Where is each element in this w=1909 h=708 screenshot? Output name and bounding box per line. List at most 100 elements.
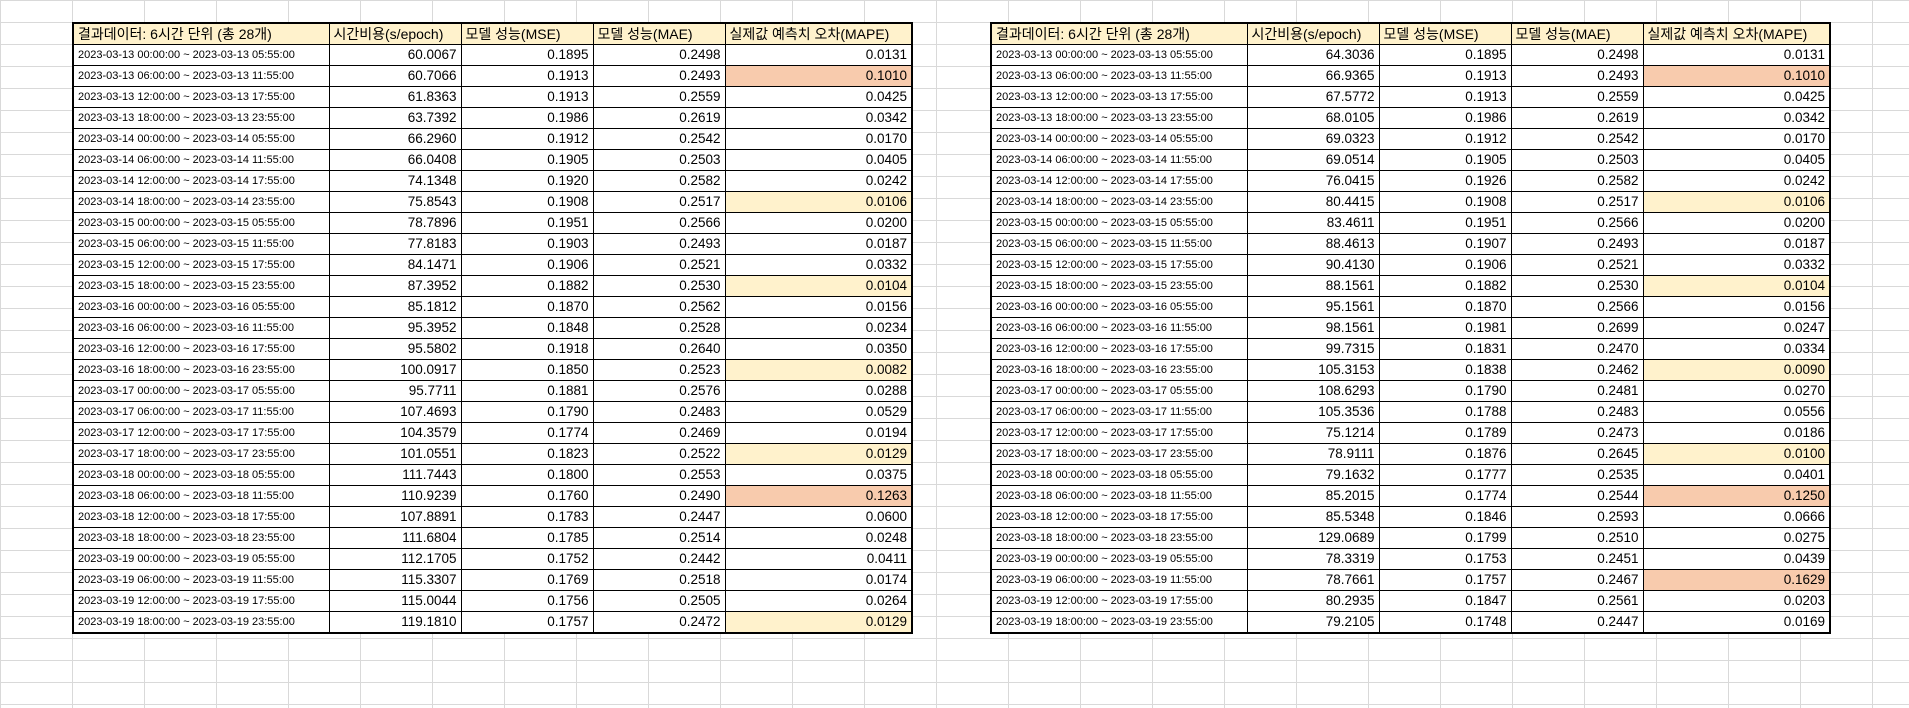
cell-time-cost[interactable]: 105.3153 (1246, 359, 1380, 381)
cell-time-cost[interactable]: 111.7443 (328, 464, 462, 486)
cell-mape[interactable]: 0.0104 (1642, 275, 1831, 297)
cell-mae[interactable]: 0.2528 (592, 317, 726, 339)
cell-mae[interactable]: 0.2514 (592, 527, 726, 549)
cell-period[interactable]: 2023-03-17 12:00:00 ~ 2023-03-17 17:55:0… (72, 422, 330, 444)
cell-time-cost[interactable]: 115.0044 (328, 590, 462, 612)
cell-mse[interactable]: 0.1799 (1378, 527, 1512, 549)
cell-mse[interactable]: 0.1831 (1378, 338, 1512, 360)
cell-mae[interactable]: 0.2503 (1510, 149, 1644, 171)
cell-mape[interactable]: 0.0200 (724, 212, 913, 234)
cell-mape[interactable]: 0.0556 (1642, 401, 1831, 423)
cell-mse[interactable]: 0.1774 (460, 422, 594, 444)
cell-period[interactable]: 2023-03-14 12:00:00 ~ 2023-03-14 17:55:0… (72, 170, 330, 192)
cell-mape[interactable]: 0.0264 (724, 590, 913, 612)
cell-time-cost[interactable]: 67.5772 (1246, 86, 1380, 108)
cell-mae[interactable]: 0.2561 (1510, 590, 1644, 612)
cell-mae[interactable]: 0.2559 (592, 86, 726, 108)
header-mae[interactable]: 모델 성능(MAE) (1510, 22, 1644, 45)
cell-mape[interactable]: 0.0156 (724, 296, 913, 318)
cell-time-cost[interactable]: 101.0551 (328, 443, 462, 465)
cell-mae[interactable]: 0.2517 (1510, 191, 1644, 213)
cell-period[interactable]: 2023-03-19 00:00:00 ~ 2023-03-19 05:55:0… (990, 548, 1248, 570)
cell-mae[interactable]: 0.2530 (592, 275, 726, 297)
cell-mse[interactable]: 0.1881 (460, 380, 594, 402)
cell-mape[interactable]: 0.0106 (1642, 191, 1831, 213)
cell-time-cost[interactable]: 119.1810 (328, 611, 462, 634)
cell-mse[interactable]: 0.1790 (460, 401, 594, 423)
cell-mse[interactable]: 0.1777 (1378, 464, 1512, 486)
cell-mae[interactable]: 0.2498 (1510, 44, 1644, 66)
cell-mae[interactable]: 0.2593 (1510, 506, 1644, 528)
cell-mse[interactable]: 0.1760 (460, 485, 594, 507)
cell-mape[interactable]: 0.0411 (724, 548, 913, 570)
cell-mse[interactable]: 0.1906 (460, 254, 594, 276)
cell-period[interactable]: 2023-03-16 18:00:00 ~ 2023-03-16 23:55:0… (72, 359, 330, 381)
cell-time-cost[interactable]: 80.4415 (1246, 191, 1380, 213)
cell-time-cost[interactable]: 111.6804 (328, 527, 462, 549)
cell-period[interactable]: 2023-03-16 06:00:00 ~ 2023-03-16 11:55:0… (72, 317, 330, 339)
cell-time-cost[interactable]: 115.3307 (328, 569, 462, 591)
cell-period[interactable]: 2023-03-18 00:00:00 ~ 2023-03-18 05:55:0… (990, 464, 1248, 486)
cell-period[interactable]: 2023-03-19 06:00:00 ~ 2023-03-19 11:55:0… (990, 569, 1248, 591)
cell-mae[interactable]: 0.2619 (1510, 107, 1644, 129)
cell-mape[interactable]: 0.0104 (724, 275, 913, 297)
cell-time-cost[interactable]: 78.3319 (1246, 548, 1380, 570)
cell-time-cost[interactable]: 105.3536 (1246, 401, 1380, 423)
cell-mse[interactable]: 0.1850 (460, 359, 594, 381)
cell-time-cost[interactable]: 99.7315 (1246, 338, 1380, 360)
cell-mape[interactable]: 0.0425 (724, 86, 913, 108)
cell-mse[interactable]: 0.1870 (1378, 296, 1512, 318)
cell-time-cost[interactable]: 75.8543 (328, 191, 462, 213)
cell-time-cost[interactable]: 78.9111 (1246, 443, 1380, 465)
cell-mape[interactable]: 0.0334 (1642, 338, 1831, 360)
cell-mae[interactable]: 0.2503 (592, 149, 726, 171)
cell-mse[interactable]: 0.1913 (1378, 86, 1512, 108)
cell-time-cost[interactable]: 80.2935 (1246, 590, 1380, 612)
cell-mse[interactable]: 0.1769 (460, 569, 594, 591)
cell-mae[interactable]: 0.2473 (1510, 422, 1644, 444)
cell-period[interactable]: 2023-03-17 06:00:00 ~ 2023-03-17 11:55:0… (990, 401, 1248, 423)
cell-mae[interactable]: 0.2510 (1510, 527, 1644, 549)
cell-time-cost[interactable]: 78.7896 (328, 212, 462, 234)
cell-mape[interactable]: 0.0332 (1642, 254, 1831, 276)
cell-mse[interactable]: 0.1882 (460, 275, 594, 297)
cell-mae[interactable]: 0.2619 (592, 107, 726, 129)
cell-period[interactable]: 2023-03-13 06:00:00 ~ 2023-03-13 11:55:0… (990, 65, 1248, 87)
cell-period[interactable]: 2023-03-18 18:00:00 ~ 2023-03-18 23:55:0… (990, 527, 1248, 549)
cell-mae[interactable]: 0.2640 (592, 338, 726, 360)
cell-period[interactable]: 2023-03-14 18:00:00 ~ 2023-03-14 23:55:0… (72, 191, 330, 213)
cell-mse[interactable]: 0.1757 (1378, 569, 1512, 591)
cell-time-cost[interactable]: 74.1348 (328, 170, 462, 192)
cell-time-cost[interactable]: 60.7066 (328, 65, 462, 87)
header-mape[interactable]: 실제값 예측치 오차(MAPE) (724, 22, 913, 45)
header-mse[interactable]: 모델 성능(MSE) (460, 22, 594, 45)
cell-mape[interactable]: 0.0082 (724, 359, 913, 381)
cell-time-cost[interactable]: 98.1561 (1246, 317, 1380, 339)
cell-mape[interactable]: 0.0242 (1642, 170, 1831, 192)
cell-time-cost[interactable]: 66.9365 (1246, 65, 1380, 87)
cell-mape[interactable]: 0.0405 (724, 149, 913, 171)
cell-mae[interactable]: 0.2447 (592, 506, 726, 528)
cell-mse[interactable]: 0.1926 (1378, 170, 1512, 192)
cell-mse[interactable]: 0.1913 (1378, 65, 1512, 87)
cell-mse[interactable]: 0.1823 (460, 443, 594, 465)
cell-time-cost[interactable]: 69.0514 (1246, 149, 1380, 171)
cell-time-cost[interactable]: 95.3952 (328, 317, 462, 339)
cell-mse[interactable]: 0.1895 (1378, 44, 1512, 66)
cell-mse[interactable]: 0.1783 (460, 506, 594, 528)
cell-mae[interactable]: 0.2493 (592, 65, 726, 87)
cell-period[interactable]: 2023-03-18 18:00:00 ~ 2023-03-18 23:55:0… (72, 527, 330, 549)
cell-period[interactable]: 2023-03-19 06:00:00 ~ 2023-03-19 11:55:0… (72, 569, 330, 591)
cell-mae[interactable]: 0.2521 (1510, 254, 1644, 276)
cell-mse[interactable]: 0.1913 (460, 65, 594, 87)
cell-time-cost[interactable]: 75.1214 (1246, 422, 1380, 444)
cell-time-cost[interactable]: 110.9239 (328, 485, 462, 507)
cell-mse[interactable]: 0.1951 (1378, 212, 1512, 234)
cell-time-cost[interactable]: 68.0105 (1246, 107, 1380, 129)
cell-period[interactable]: 2023-03-16 12:00:00 ~ 2023-03-16 17:55:0… (72, 338, 330, 360)
cell-time-cost[interactable]: 60.0067 (328, 44, 462, 66)
cell-mape[interactable]: 0.0270 (1642, 380, 1831, 402)
cell-mae[interactable]: 0.2542 (1510, 128, 1644, 150)
cell-period[interactable]: 2023-03-19 18:00:00 ~ 2023-03-19 23:55:0… (72, 611, 330, 634)
cell-mape[interactable]: 0.0186 (1642, 422, 1831, 444)
